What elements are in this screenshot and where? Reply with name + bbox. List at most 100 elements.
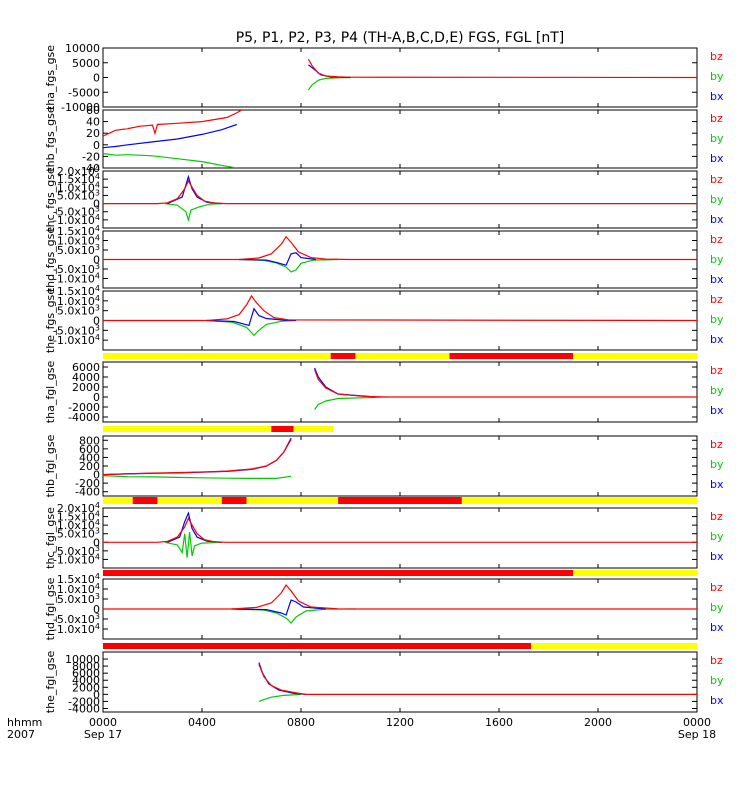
- x-tick-label: 1200: [386, 716, 414, 729]
- x-tick-label: 0400: [188, 716, 216, 729]
- y-tick-label: -4000: [68, 702, 100, 715]
- legend-by: by: [710, 384, 724, 397]
- series-line-bz: [103, 235, 697, 261]
- panel-frame: [102, 170, 698, 229]
- y-axis-label: thb_fgl_gse: [44, 434, 57, 497]
- y-tick-label: 0: [93, 72, 100, 85]
- y-tick-label: 1.0x104: [57, 582, 100, 597]
- y-tick-label: 0: [93, 254, 100, 267]
- y-tick-label: 5.0x103: [57, 243, 100, 258]
- legend-bz: bz: [710, 438, 723, 451]
- y-tick-label: 1.5x104: [57, 224, 100, 239]
- y-tick-label: 1.5x104: [57, 284, 100, 299]
- y-tick-label: 4000: [72, 674, 100, 687]
- y-tick-label: -1.0x104: [53, 271, 100, 286]
- series-line-bx: [206, 307, 297, 327]
- series-line-bx: [103, 123, 237, 149]
- mode-bar-segment: [573, 353, 697, 359]
- panel-frame: [102, 507, 698, 569]
- y-axis-label: tha_fgs_gse: [44, 45, 57, 110]
- series-line-by: [206, 319, 297, 337]
- series-line-bx: [314, 367, 376, 398]
- mode-bar-segment: [103, 353, 331, 359]
- series-line-by: [103, 152, 237, 168]
- legend-bx: bx: [710, 478, 724, 491]
- y-tick-label: 0: [93, 139, 100, 152]
- y-tick-label: -1.0x104: [53, 333, 100, 348]
- y-tick-label: 6000: [72, 361, 100, 374]
- series-line-bz: [103, 439, 292, 476]
- y-tick-label: 1.0x104: [57, 518, 100, 533]
- y-tick-label: 5.0x103: [57, 303, 100, 318]
- y-tick-label: 60: [86, 104, 100, 117]
- y-tick-label: -5.0x103: [53, 204, 100, 219]
- legend-bz: bz: [710, 50, 723, 63]
- x-tick-sublabel: Sep 18: [678, 728, 716, 741]
- panel-the_fgs_gse: 1.5x1041.0x1045.0x1030-5.0x103-1.0x104th…: [44, 284, 724, 354]
- y-tick-label: 0: [93, 603, 100, 616]
- mode-bar-segment: [103, 497, 133, 504]
- y-tick-label: 2000: [72, 681, 100, 694]
- panel-frame: [102, 435, 698, 497]
- series-line-bx: [167, 174, 222, 205]
- legend-bx: bx: [710, 152, 724, 165]
- series-line-bz: [103, 294, 697, 322]
- y-tick-label: -200: [75, 477, 100, 490]
- legend-bx: bx: [710, 333, 724, 346]
- mode-bar-segment: [531, 643, 697, 649]
- panel-frame: [102, 109, 698, 169]
- series-line-bx: [308, 64, 351, 79]
- mode-bar-segment: [461, 497, 697, 504]
- y-tick-label: -2000: [68, 401, 100, 414]
- series-line-bx: [239, 252, 316, 266]
- y-tick-label: 1.0x104: [57, 293, 100, 308]
- legend-by: by: [710, 458, 724, 471]
- mode-bar-segment: [293, 426, 334, 432]
- series-line-bx: [231, 599, 326, 616]
- y-tick-label: 2.0x104: [57, 501, 100, 516]
- series-line-bz: [307, 58, 697, 79]
- legend-by: by: [710, 674, 724, 687]
- y-axis-label: thb_fgs_gse: [44, 106, 57, 172]
- x-tick-label: 0800: [287, 716, 315, 729]
- y-tick-label: 4000: [72, 371, 100, 384]
- series-line-by: [239, 258, 339, 273]
- series-line-bz: [258, 664, 697, 696]
- panel-thc_fgl_gse: 2.0x1041.5x1041.0x1045.0x1030-5.0x103-1.…: [44, 501, 724, 569]
- series-line-by: [307, 76, 351, 91]
- mode-bar: [103, 353, 697, 359]
- legend-by: by: [710, 132, 724, 145]
- series-line-by: [231, 608, 356, 624]
- x-axis-label-year: 2007: [7, 728, 35, 741]
- y-tick-label: -1.0x104: [53, 212, 100, 227]
- y-tick-label: 0: [93, 536, 100, 549]
- y-tick-label: 6000: [72, 667, 100, 680]
- y-tick-label: 0: [93, 469, 100, 482]
- panel-tha_fgs_gse: 10000 5000 0-5000 -10000 tha_fgs_gse bz by bx: [44, 42, 724, 114]
- legend-by: by: [710, 601, 724, 614]
- y-tick-label: 600: [79, 443, 100, 456]
- y-tick-label: -5.0x103: [53, 262, 100, 277]
- series-line-bz: [103, 110, 242, 137]
- legend-bx: bx: [710, 550, 724, 563]
- y-tick-label: 10000: [65, 42, 100, 55]
- series-line-bx: [103, 437, 292, 476]
- mode-bar-segment: [355, 353, 450, 359]
- y-axis-label: thd_fgl_gse: [44, 577, 57, 640]
- legend-bz: bz: [710, 654, 723, 667]
- y-tick-label: 1.5x104: [57, 172, 100, 187]
- x-axis-label-hhmm: hhmm: [7, 716, 42, 729]
- y-tick-label: 1.5x104: [57, 509, 100, 524]
- panel-frame: [102, 361, 698, 423]
- mode-bar-segment: [246, 497, 339, 504]
- y-tick-label: 5.0x103: [57, 188, 100, 203]
- y-tick-label: 2000: [72, 381, 100, 394]
- y-axis-label: thc_fgs_gse: [44, 167, 57, 232]
- series-line-by: [164, 531, 222, 558]
- series-line-bz: [103, 516, 697, 543]
- y-tick-label: -5.0x103: [53, 612, 100, 627]
- panel-thd_fgl_gse: 1.5x1041.0x1045.0x1030-5.0x103-1.0x104th…: [44, 572, 724, 641]
